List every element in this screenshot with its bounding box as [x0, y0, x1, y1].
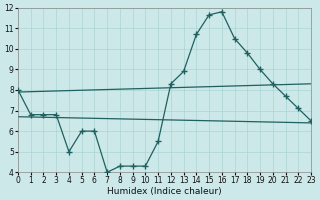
X-axis label: Humidex (Indice chaleur): Humidex (Indice chaleur) — [107, 187, 222, 196]
